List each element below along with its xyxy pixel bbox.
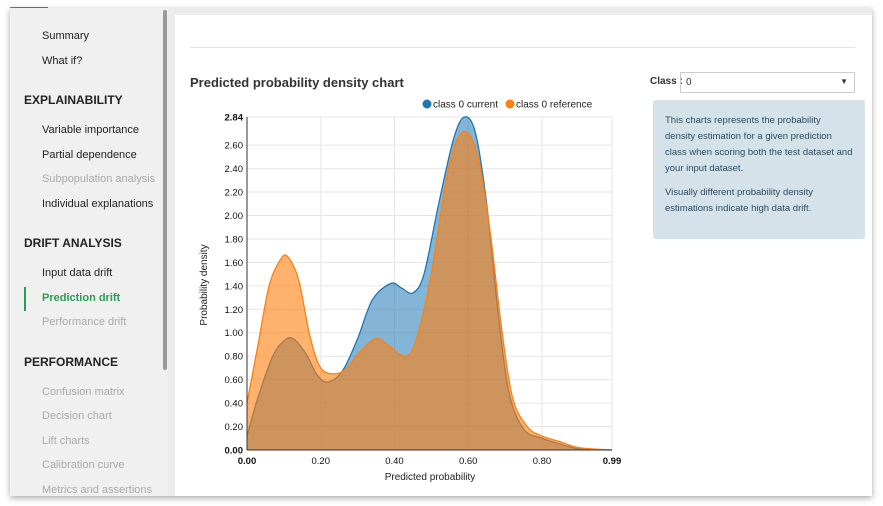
x-tick-label: 0.80 bbox=[533, 456, 552, 467]
sidebar-item[interactable]: Metrics and assertions bbox=[42, 483, 153, 496]
info-text: This charts represents the probability d… bbox=[665, 115, 853, 174]
y-tick-label: 2.84 bbox=[225, 113, 244, 124]
sidebar-item[interactable]: Decision chart bbox=[42, 410, 112, 422]
legend-label: class 0 current bbox=[433, 100, 498, 111]
sidebar-item[interactable]: Summary bbox=[42, 30, 90, 42]
y-tick-label: 2.40 bbox=[225, 164, 244, 175]
y-tick-label: 2.20 bbox=[225, 188, 244, 199]
divider bbox=[190, 47, 855, 48]
y-tick-label: 2.00 bbox=[225, 211, 244, 222]
y-tick-label: 2.60 bbox=[225, 141, 244, 152]
sidebar-item[interactable]: Variable importance bbox=[42, 124, 140, 136]
x-tick-label: 0.99 bbox=[603, 456, 622, 467]
x-axis-label: Predicted probability bbox=[385, 472, 476, 483]
sidebar-section-heading: PERFORMANCE bbox=[24, 354, 119, 369]
y-tick-label: 1.60 bbox=[225, 258, 244, 269]
active-indicator bbox=[24, 286, 26, 311]
y-tick-label: 1.40 bbox=[225, 281, 244, 292]
sidebar-item[interactable]: Subpopulation analysis bbox=[42, 173, 156, 185]
class-value: 0 bbox=[686, 77, 692, 88]
sidebar-section-heading: EXPLAINABILITY bbox=[24, 93, 123, 107]
y-tick-label: 0.20 bbox=[225, 422, 244, 433]
sidebar-item[interactable]: Calibration curve bbox=[42, 459, 125, 471]
y-tick-label: 1.80 bbox=[225, 234, 244, 245]
main-panel: Predicted probability density chart Clas… bbox=[175, 15, 872, 496]
sidebar-item[interactable]: Prediction drift bbox=[42, 291, 121, 304]
density-chart: 0.00 0.20 0.40 0.60 0.80 1.00 1.20 1.40 1.60 1.80… bbox=[199, 99, 622, 483]
info-text: Visually different probability density e… bbox=[665, 187, 814, 214]
legend-marker bbox=[505, 99, 515, 109]
sidebar-item[interactable]: Performance drift bbox=[42, 316, 127, 328]
y-tick-label: 0.00 bbox=[225, 446, 244, 457]
sidebar-item[interactable]: Individual explanations bbox=[42, 197, 154, 210]
series-area-reference bbox=[247, 131, 612, 450]
legend-label: class 0 reference bbox=[516, 100, 593, 111]
sidebar-item[interactable]: Input data drift bbox=[42, 267, 113, 279]
x-tick-label: 0.60 bbox=[459, 456, 478, 467]
y-tick-label: 0.60 bbox=[225, 375, 244, 386]
series-line-reference bbox=[246, 130, 613, 451]
legend-marker bbox=[422, 99, 432, 109]
sidebar-section-heading: DRIFT ANALYSIS bbox=[24, 236, 122, 250]
page-title: Predicted probability density chart bbox=[190, 75, 404, 90]
chevron-down-icon: ▼ bbox=[840, 77, 848, 86]
sidebar-item[interactable]: Confusion matrix bbox=[42, 385, 125, 398]
sidebar: Summary What if? EXPLAINABILITY Variable im… bbox=[10, 8, 168, 496]
y-tick-label: 1.00 bbox=[225, 328, 244, 339]
y-tick-label: 0.40 bbox=[225, 399, 244, 410]
y-tick-label: 1.20 bbox=[225, 305, 244, 316]
info-box: This charts represents the probability d… bbox=[653, 100, 865, 239]
class-label: Class : bbox=[650, 76, 683, 87]
x-tick-label: 0.00 bbox=[238, 456, 257, 467]
y-tick-label: 0.80 bbox=[225, 352, 244, 363]
y-axis-label: Probability density bbox=[199, 244, 210, 325]
sidebar-scrollbar[interactable] bbox=[163, 10, 167, 370]
x-tick-label: 0.40 bbox=[385, 456, 404, 467]
x-tick-label: 0.20 bbox=[311, 456, 330, 467]
sidebar-item[interactable]: Lift charts bbox=[42, 434, 90, 447]
sidebar-item[interactable]: What if? bbox=[42, 54, 83, 67]
class-select[interactable]: 0 ▼ bbox=[680, 72, 855, 93]
sidebar-item[interactable]: Partial dependence bbox=[42, 148, 137, 161]
